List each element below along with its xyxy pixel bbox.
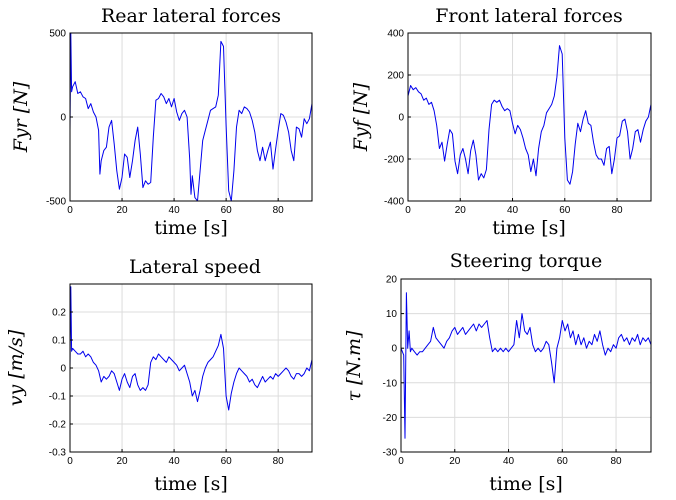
- x-axis-label: time [s]: [154, 217, 228, 239]
- x-tick-label: 40: [503, 456, 515, 467]
- chart-title: Steering torque: [450, 250, 603, 272]
- y-tick-label: 0: [391, 344, 397, 355]
- x-tick-label: 80: [273, 205, 285, 216]
- y-tick-label: 0.2: [52, 308, 66, 319]
- x-tick-label: 60: [221, 456, 233, 467]
- y-axis-label: Fyr [N]: [10, 81, 32, 153]
- x-axis-label: time [s]: [489, 473, 563, 495]
- series-layer: [407, 45, 652, 185]
- x-tick-label: 40: [169, 456, 181, 467]
- y-tick-label: -0.2: [49, 420, 67, 431]
- series-line: [407, 45, 652, 185]
- panel-lateral-speed: Lateral speed 0 20 40 60 80 -0.3 -0.2 -0.1 0 0.1…: [5, 256, 313, 495]
- x-tick-label: 80: [273, 456, 285, 467]
- y-tick-label: 0: [60, 113, 66, 124]
- x-ticks: 0 20 40 60 80: [67, 449, 284, 467]
- x-tick-label: 60: [559, 205, 571, 216]
- y-tick-label: 200: [387, 71, 404, 82]
- series-line: [400, 292, 652, 439]
- axes-box: [400, 278, 652, 453]
- x-tick-label: 20: [455, 205, 467, 216]
- y-ticks: -400 -200 0 200 400: [384, 29, 411, 208]
- x-tick-label: 0: [405, 205, 411, 216]
- x-tick-label: 20: [116, 456, 128, 467]
- x-tick-label: 80: [610, 456, 622, 467]
- series-line: [69, 286, 313, 411]
- x-axis-label: time [s]: [154, 473, 228, 495]
- panel-steering-torque: Steering torque 0 20 40 60 80 -30 -20 -10 0 10 20…: [343, 250, 652, 495]
- x-tick-label: 20: [449, 456, 461, 467]
- y-ticks: -500 0 500: [46, 29, 73, 208]
- series-layer: [69, 286, 313, 411]
- y-tick-label: -0.3: [49, 448, 67, 459]
- x-ticks: 0 20 40 60 80: [405, 198, 623, 216]
- grid: [69, 284, 312, 453]
- x-tick-label: 20: [116, 205, 128, 216]
- chart-title: Front lateral forces: [435, 5, 623, 27]
- y-tick-label: -0.1: [49, 392, 67, 403]
- y-tick-label: 0: [398, 113, 404, 124]
- x-ticks: 0 20 40 60 80: [398, 449, 622, 467]
- y-tick-label: 500: [49, 29, 66, 40]
- x-tick-label: 60: [221, 205, 233, 216]
- y-ticks: -30 -20 -10 0 10 20: [383, 275, 404, 459]
- panel-front-lateral-forces: Front lateral forces 0 20 40 60 80 -400 -200 0…: [350, 5, 652, 239]
- x-tick-label: 0: [67, 205, 73, 216]
- x-tick-label: 60: [557, 456, 569, 467]
- series-layer: [69, 32, 313, 202]
- x-tick-label: 0: [398, 456, 404, 467]
- x-tick-label: 80: [611, 205, 623, 216]
- y-tick-label: -20: [383, 413, 398, 424]
- y-axis-label: Fyf [N]: [350, 82, 372, 152]
- y-tick-label: -400: [384, 197, 404, 208]
- x-axis-label: time [s]: [492, 217, 566, 239]
- x-ticks: 0 20 40 60 80: [67, 198, 284, 216]
- chart-title: Lateral speed: [129, 256, 261, 278]
- y-tick-label: 10: [386, 309, 398, 320]
- y-axis-label: τ [N.m]: [343, 330, 365, 401]
- y-tick-label: 400: [387, 29, 404, 40]
- y-tick-label: 0: [60, 364, 66, 375]
- chart-title: Rear lateral forces: [101, 5, 281, 27]
- y-tick-label: -30: [383, 448, 398, 459]
- x-tick-label: 40: [169, 205, 181, 216]
- x-tick-label: 0: [67, 456, 73, 467]
- y-tick-label: -10: [383, 378, 398, 389]
- y-axis-label: vy [m/s]: [5, 329, 27, 406]
- y-tick-label: -200: [384, 155, 404, 166]
- y-tick-label: 20: [386, 275, 398, 286]
- series-layer: [400, 292, 652, 439]
- y-ticks: -0.3 -0.2 -0.1 0 0.1 0.2: [49, 308, 73, 459]
- y-tick-label: 0.1: [52, 336, 66, 347]
- y-tick-label: -500: [46, 197, 66, 208]
- series-line: [69, 32, 313, 202]
- x-tick-label: 40: [507, 205, 519, 216]
